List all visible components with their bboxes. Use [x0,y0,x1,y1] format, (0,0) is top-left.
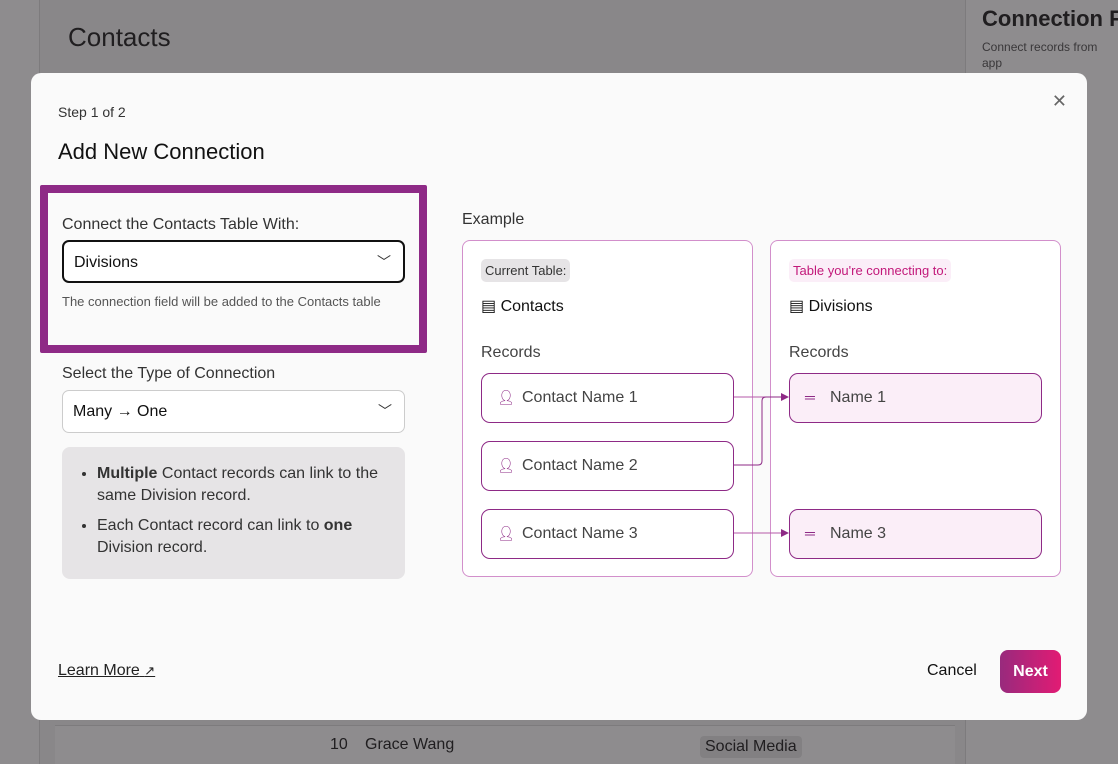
record-card: ═ Name 1 [789,373,1042,423]
connection-info: Multiple Contact records can link to the… [62,447,405,579]
person-icon: 👤︎ [497,389,515,405]
current-table-panel: Current Table: ▤ Contacts Records 👤︎ Cont… [462,240,753,577]
info-item: Each Contact record can link to one Divi… [97,515,389,559]
next-button[interactable]: Next [1000,650,1061,693]
records-label: Records [789,344,849,361]
connect-table-select[interactable]: Divisions ﹀ [62,240,405,283]
target-table-name: ▤ Divisions [789,298,873,315]
target-table-panel: Table you're connecting to: ▤ Divisions … [770,240,1061,577]
person-icon: 👤︎ [497,525,515,541]
current-table-pill: Current Table: [481,259,571,282]
info-item: Multiple Contact records can link to the… [97,463,389,507]
record-card: ═ Name 3 [789,509,1042,559]
equals-icon: ═ [805,525,815,541]
table-icon: ▤ [789,298,805,315]
chevron-down-icon: ﹀ [377,254,391,270]
connection-type-select[interactable]: Many → One ﹀ [62,390,405,433]
connect-label: Connect the Contacts Table With: [62,216,300,233]
records-label: Records [481,344,541,361]
learn-more-link[interactable]: Learn More ↗ [58,662,156,679]
chevron-down-icon: ﹀ [378,403,392,419]
current-table-name: ▤ Contacts [481,298,564,315]
external-link-icon: ↗ [144,663,156,678]
step-indicator: Step 1 of 2 [58,104,126,120]
modal-title: Add New Connection [58,139,265,164]
record-card: 👤︎ Contact Name 3 [481,509,734,559]
connector-line [734,396,788,466]
connector-lines [734,393,789,537]
highlight-box [40,185,427,353]
type-value: Many → One [73,403,168,420]
cancel-button[interactable]: Cancel [927,662,977,679]
add-connection-modal: Step 1 of 2 ✕ Add New Connection Connect… [31,73,1087,720]
record-card: 👤︎ Contact Name 1 [481,373,734,423]
connect-value: Divisions [74,254,139,271]
equals-icon: ═ [805,389,815,405]
record-card: 👤︎ Contact Name 2 [481,441,734,491]
target-table-pill: Table you're connecting to: [789,259,952,282]
connect-help: The connection field will be added to th… [62,294,381,309]
example-label: Example [462,211,525,228]
type-label: Select the Type of Connection [62,365,276,382]
person-icon: 👤︎ [497,457,515,473]
close-icon[interactable]: ✕ [1051,91,1067,111]
table-icon: ▤ [481,298,497,315]
